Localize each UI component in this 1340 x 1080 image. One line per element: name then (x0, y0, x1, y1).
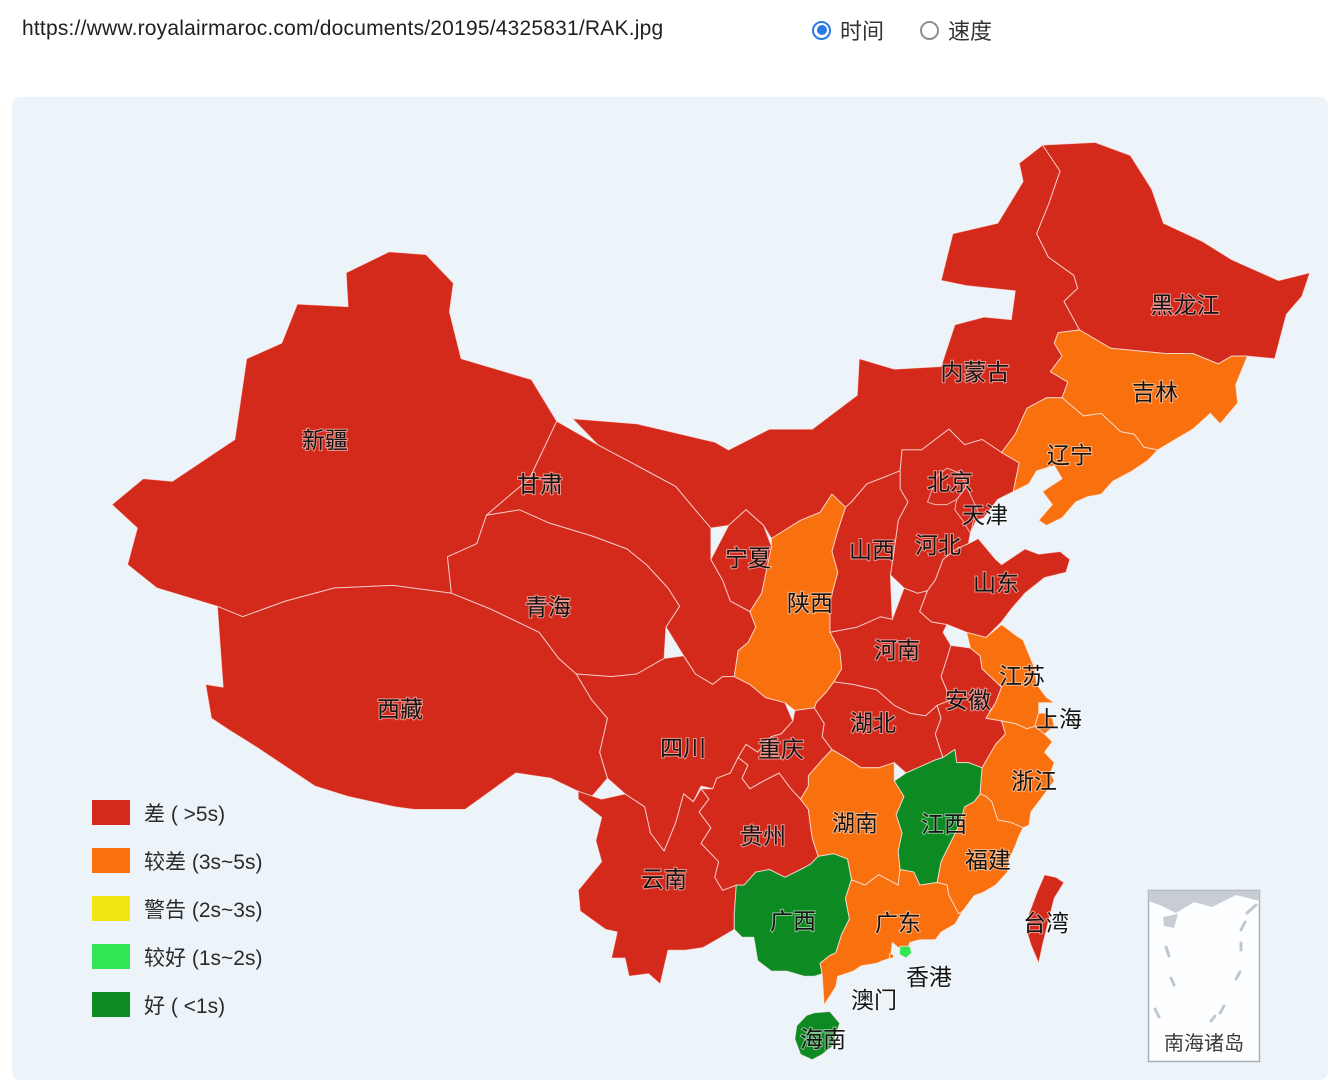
legend-item-较差: 较差 (3s~5s) (92, 848, 263, 874)
province-label-jiangxi: 江西 (921, 811, 967, 837)
legend-item-差: 差 ( >5s) (92, 800, 262, 826)
legend-item-好: 好 ( <1s) (92, 992, 262, 1018)
province-ningxia[interactable] (710, 509, 772, 612)
nine-dash-line (1153, 903, 1258, 1023)
province-label-xinjiang: 新疆 (302, 427, 348, 453)
province-label-xizang: 西藏 (377, 696, 423, 722)
province-label-hainan: 海南 (800, 1026, 846, 1052)
legend-swatch (92, 896, 130, 921)
provinces-layer (111, 141, 1311, 1061)
legend-swatch (92, 800, 130, 825)
legend-item-警告: 警告 (2s~3s) (92, 896, 263, 922)
province-jilin[interactable] (1049, 329, 1248, 451)
province-label-guangxi: 广西 (770, 908, 816, 934)
province-label-shanxi: 山西 (849, 537, 895, 563)
province-label-guangdong: 广东 (875, 910, 921, 936)
legend-label: 警告 (2s~3s) (144, 898, 263, 922)
province-xianggang[interactable] (898, 945, 913, 959)
province-label-xianggang: 香港 (906, 964, 952, 990)
province-label-yunnan: 云南 (641, 866, 687, 892)
province-shaanxi[interactable] (733, 493, 846, 711)
radio-time-label: 时间 (840, 19, 885, 44)
province-taiwan[interactable] (1026, 874, 1065, 964)
province-label-henan: 河南 (874, 637, 920, 663)
legend-label: 差 ( >5s) (144, 802, 226, 826)
south-china-sea-inset: 南海诸岛 (1147, 889, 1261, 1063)
inset-coast (1148, 890, 1260, 913)
province-label-beijing: 北京 (927, 469, 973, 495)
legend-label: 较好 (1s~2s) (144, 946, 263, 970)
province-label-shandong: 山东 (973, 570, 1019, 596)
legend-swatch (92, 992, 130, 1017)
province-hainan[interactable] (794, 1011, 841, 1061)
province-label-gansu: 甘肃 (517, 471, 563, 497)
province-label-shanghai: 上海 (1036, 706, 1082, 732)
province-label-ningxia: 宁夏 (725, 545, 771, 571)
tested-url[interactable]: https://www.royalairmaroc.com/documents/… (22, 17, 664, 40)
province-zhejiang[interactable] (979, 720, 1055, 829)
legend-item-较好: 较好 (1s~2s) (92, 944, 263, 970)
province-label-qinghai: 青海 (525, 594, 571, 620)
legend: 差 ( >5s) 较差 (3s~5s) 警告 (2s~3s) 较好 (1s~2s) 好 … (92, 800, 262, 1040)
province-label-guizhou: 贵州 (740, 823, 786, 849)
province-label-aomen: 澳门 (851, 987, 897, 1013)
province-label-zhejiang: 浙江 (1011, 768, 1057, 794)
inset-label: 南海诸岛 (1164, 1032, 1244, 1055)
province-label-hunan: 湖南 (832, 810, 878, 836)
legend-swatch (92, 848, 130, 873)
legend-label: 较差 (3s~5s) (144, 850, 263, 874)
province-label-hebei: 河北 (915, 532, 961, 558)
radio-selected-icon[interactable] (812, 20, 831, 40)
radio-time[interactable]: 时间 (812, 14, 884, 46)
radio-speed-label: 速度 (948, 19, 993, 44)
province-label-tianjin: 天津 (962, 502, 1008, 528)
province-label-anhui: 安徽 (945, 687, 991, 713)
province-label-neimenggu: 内蒙古 (941, 359, 1010, 385)
province-label-heilongjiang: 黑龙江 (1151, 292, 1220, 318)
province-shanghai[interactable] (1034, 712, 1055, 735)
inset-island (1163, 914, 1178, 928)
metric-radio-group: 时间 速度 (812, 14, 992, 46)
province-label-jiangsu: 江苏 (999, 663, 1045, 689)
province-label-chongqing: 重庆 (758, 736, 804, 762)
province-label-sichuan: 四川 (660, 735, 706, 761)
radio-unselected-icon[interactable] (920, 20, 940, 40)
province-label-liaoning: 辽宁 (1047, 442, 1093, 468)
toolbar: https://www.royalairmaroc.com/documents/… (0, 0, 1340, 62)
province-fujian[interactable] (936, 793, 1024, 915)
radio-speed[interactable]: 速度 (920, 14, 992, 46)
province-label-hubei: 湖北 (850, 710, 896, 736)
province-aomen[interactable] (888, 953, 894, 959)
province-label-taiwan: 台湾 (1023, 910, 1069, 936)
legend-label: 好 ( <1s) (144, 994, 226, 1018)
legend-swatch (92, 944, 130, 969)
province-label-shaanxi: 陕西 (787, 590, 833, 616)
province-shandong[interactable] (919, 538, 1071, 638)
province-label-fujian: 福建 (965, 847, 1011, 873)
province-label-jilin: 吉林 (1132, 379, 1178, 405)
province-liaoning[interactable] (1001, 397, 1159, 526)
province-tianjin[interactable] (954, 485, 979, 534)
